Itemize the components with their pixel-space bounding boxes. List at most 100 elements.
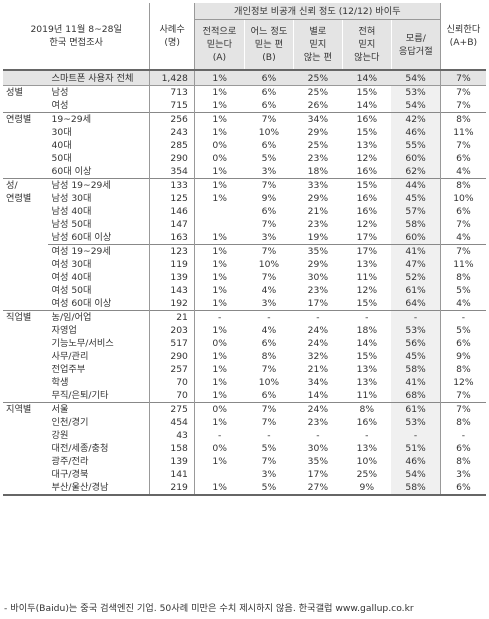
cell-trust-total: 8% — [439, 112, 486, 126]
row-subgroup-label: 부산/울산/경남 — [47, 481, 151, 496]
cell-dont-know: - — [391, 429, 441, 442]
row-subgroup-label: 남성 19~29세 — [47, 178, 151, 192]
row-subgroup-label: 남성 40대 — [47, 205, 151, 218]
cell-fully-trust: 1% — [212, 298, 227, 309]
row-group-label — [3, 455, 48, 468]
cell-somewhat-trust: 6% — [244, 69, 294, 86]
cell-no-trust: 11% — [356, 390, 378, 401]
cell-not-much-trust: 17% — [307, 298, 329, 309]
cell-fully-trust: 0% — [212, 140, 227, 151]
cell-sample-size: 517 — [149, 337, 195, 350]
row-group-label — [3, 468, 48, 481]
cell-sample-size: 21 — [149, 310, 195, 324]
cell-sample-size: 146 — [149, 205, 195, 218]
cell-no-trust: 16% — [356, 193, 378, 204]
cell-fully-trust: 1% — [194, 69, 245, 86]
cell-dont-know: 45% — [391, 350, 441, 363]
cell-dont-know: 54% — [391, 468, 441, 481]
table-row: 50대 290 0% 5% 23% 12% 60% 6% — [3, 152, 486, 165]
cell-trust-total: - — [439, 429, 486, 442]
cell-no-trust: 14% — [342, 69, 392, 86]
cell-trust-total: 7% — [439, 139, 486, 152]
cell-sample-size: 257 — [149, 363, 195, 376]
row-subgroup-label: 여성 60대 이상 — [47, 297, 151, 311]
cell-not-much-trust: - — [316, 430, 320, 441]
cell-sample-size: 454 — [149, 416, 195, 429]
cell-sample-size: 285 — [149, 139, 195, 152]
sample-size-unit: (명) — [164, 37, 180, 48]
cell-no-trust: 8% — [342, 402, 392, 416]
table-row: 부산/울산/경남 219 1% 5% 27% 9% 58% 6% — [3, 481, 486, 496]
cell-not-much-trust: 19% — [307, 232, 329, 243]
cell-fully-trust: - — [218, 430, 222, 441]
cell-dont-know: 42% — [391, 112, 441, 126]
row-subgroup-label: 여성 19~29세 — [47, 244, 151, 258]
cell-not-much-trust: 33% — [293, 178, 343, 192]
row-group-label — [3, 363, 48, 376]
header-fully-trust: 전적으로 믿는다 (A) — [193, 19, 245, 70]
table-row: 학생 70 1% 10% 34% 13% 41% 12% — [3, 376, 486, 389]
row-group-label — [3, 152, 48, 165]
table-row: 여성 19~29세 123 1% 7% 35% 17% 41% 7% — [3, 244, 486, 259]
row-group-label: 연령별 — [6, 193, 32, 204]
cell-trust-total: 7% — [439, 244, 486, 258]
cell-fully-trust: 0% — [212, 153, 227, 164]
cell-dont-know: 41% — [391, 376, 441, 389]
cell-somewhat-trust: 3% — [261, 166, 277, 177]
cell-not-much-trust: 34% — [307, 377, 329, 388]
cell-somewhat-trust: 7% — [261, 364, 277, 375]
table-row: 광주/전라 139 1% 7% 35% 10% 46% 8% — [3, 455, 486, 468]
row-subgroup-label: 60대 이상 — [47, 165, 151, 179]
cell-dont-know: 57% — [391, 205, 441, 218]
cell-no-trust: 16% — [356, 206, 378, 217]
cell-dont-know: 58% — [391, 363, 441, 376]
cell-trust-total: 7% — [439, 218, 486, 231]
cell-fully-trust: 1% — [212, 127, 227, 138]
cell-fully-trust: 1% — [194, 178, 245, 192]
survey-method: 한국 면접조사 — [49, 37, 104, 48]
cell-not-much-trust: 21% — [307, 206, 329, 217]
cell-somewhat-trust: 6% — [244, 85, 294, 99]
cell-somewhat-trust: 8% — [261, 351, 277, 362]
cell-trust-total: 7% — [439, 85, 486, 99]
cell-somewhat-trust: 7% — [244, 112, 294, 126]
cell-not-much-trust: 23% — [307, 153, 329, 164]
cell-dont-know: 55% — [391, 139, 441, 152]
cell-no-trust: 15% — [356, 127, 378, 138]
cell-trust-total: 3% — [439, 468, 486, 481]
cell-no-trust: 15% — [356, 298, 378, 309]
row-subgroup-label: 남성 30대 — [47, 192, 151, 205]
row-subgroup-label: 남성 60대 이상 — [47, 231, 151, 245]
cell-trust-total: 6% — [439, 481, 486, 496]
cell-fully-trust — [194, 468, 244, 481]
row-subgroup-label: 학생 — [47, 376, 151, 389]
cell-fully-trust: 1% — [212, 193, 227, 204]
cell-sample-size: 141 — [149, 468, 195, 481]
row-group-label — [3, 218, 48, 231]
row-group-label — [3, 245, 48, 259]
cell-sample-size: 133 — [149, 178, 195, 192]
cell-no-trust: 14% — [356, 100, 378, 111]
cell-somewhat-trust: 5% — [261, 153, 277, 164]
cell-trust-total: 4% — [439, 231, 486, 245]
table-row: 기능노무/서비스 517 0% 6% 24% 14% 56% 6% — [3, 337, 486, 350]
table-row: 여성 50대 143 1% 4% 23% 12% 61% 5% — [3, 284, 486, 297]
cell-dont-know: 60% — [391, 152, 441, 165]
row-subgroup-label: 자영업 — [47, 324, 151, 337]
cell-somewhat-trust: 4% — [261, 325, 277, 336]
cell-somewhat-trust: 10% — [258, 377, 280, 388]
cell-no-trust: 12% — [356, 153, 378, 164]
cell-not-much-trust: 21% — [307, 364, 329, 375]
table-row: 지역별 서울 275 0% 7% 24% 8% 61% 7% — [3, 402, 486, 416]
cell-dont-know: 46% — [391, 126, 441, 139]
survey-info-header: 2019년 11월 8~28일 한국 면접조사 — [3, 3, 151, 70]
cell-no-trust: 13% — [356, 140, 378, 151]
cell-dont-know: 58% — [391, 481, 441, 496]
cell-not-much-trust: 23% — [307, 285, 329, 296]
cell-not-much-trust: 17% — [307, 469, 329, 480]
cell-dont-know: 58% — [391, 218, 441, 231]
cell-no-trust: 13% — [356, 377, 378, 388]
cell-no-trust: 17% — [342, 244, 392, 258]
header-not-much-trust: 별로 믿지 않는 편 — [292, 19, 343, 70]
table-row: 전업주부 257 1% 7% 21% 13% 58% 8% — [3, 363, 486, 376]
